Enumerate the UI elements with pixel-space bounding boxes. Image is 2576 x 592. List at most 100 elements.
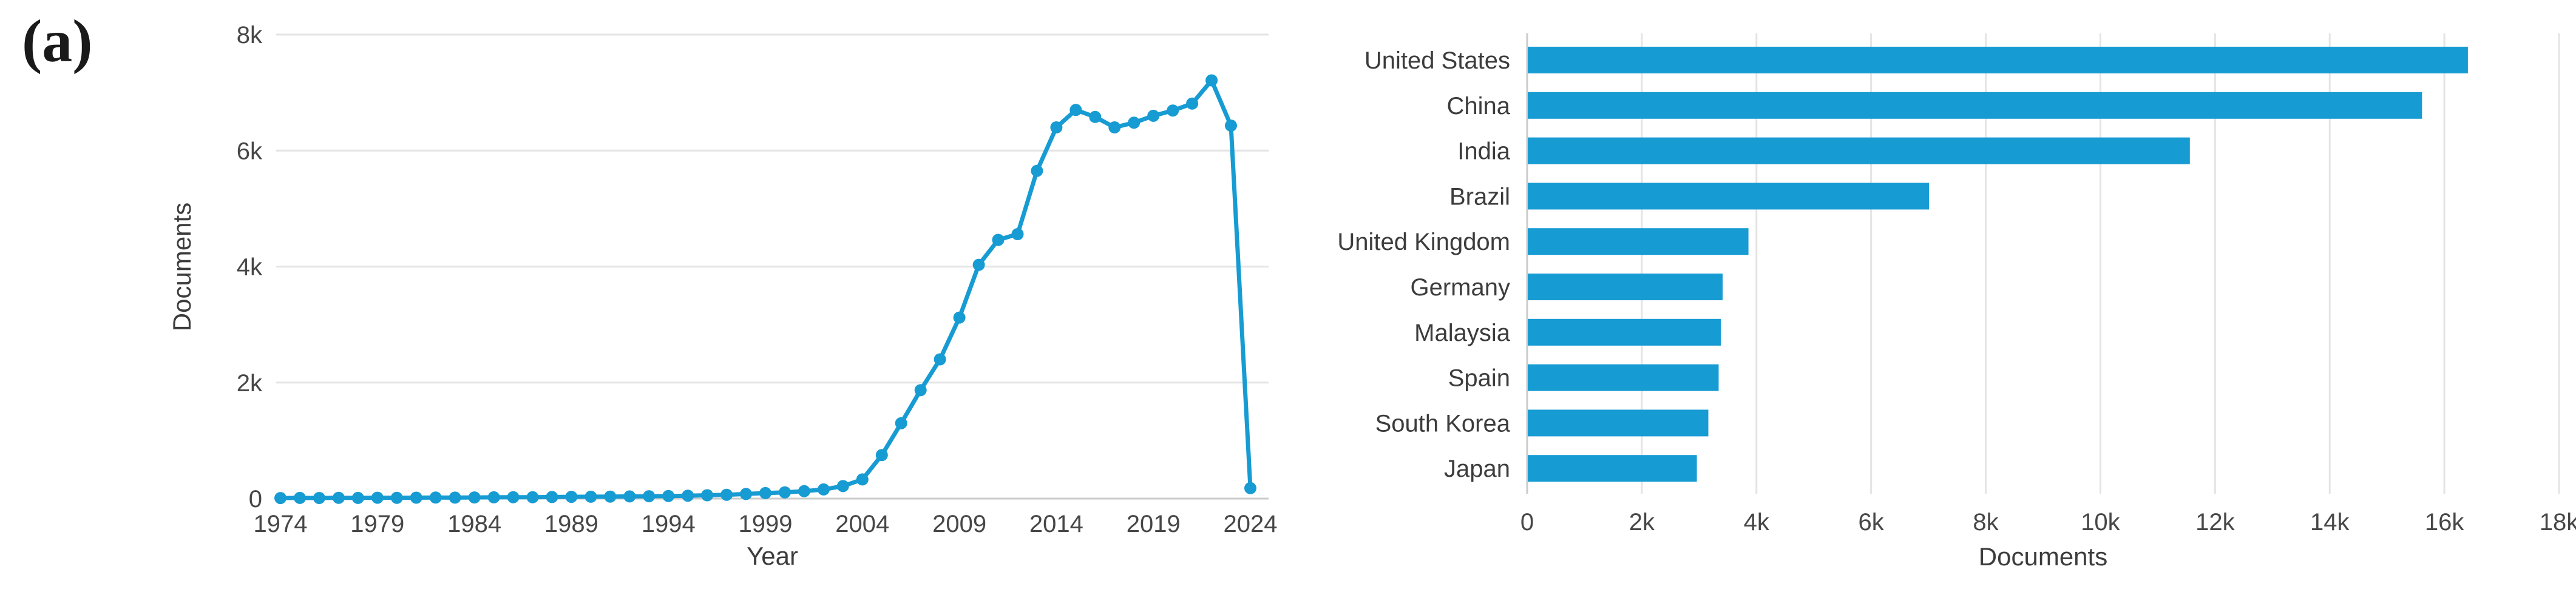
bar-germany (1528, 274, 1723, 300)
bar-china (1528, 92, 2422, 119)
line-data-point (701, 489, 714, 502)
bar-category-label: Germany (1411, 274, 1511, 301)
x-axis-title: Year (747, 542, 798, 570)
line-data-point (371, 491, 384, 504)
bar-united-kingdom (1528, 228, 1749, 255)
x-tick-label: 2014 (1029, 511, 1083, 537)
line-data-point (429, 491, 442, 504)
bar-category-label: China (1446, 93, 1510, 119)
y-tick-label: 0 (249, 486, 262, 513)
line-data-point (682, 489, 694, 502)
line-data-point (992, 234, 1005, 246)
x-tick-label: 2024 (1224, 511, 1278, 537)
line-data-point (914, 384, 927, 397)
bar-japan (1528, 455, 1697, 482)
line-data-point (1225, 119, 1237, 132)
x-tick-label: 1979 (350, 511, 404, 537)
line-data-point (604, 490, 617, 503)
line-data-point (856, 473, 869, 486)
bar-united-states (1528, 47, 2468, 73)
line-data-point (1069, 104, 1082, 116)
line-data-point (836, 480, 849, 493)
bar-x-tick-label: 2k (1629, 509, 1655, 536)
y-axis-title: Documents (168, 203, 196, 331)
bar-category-label: Spain (1448, 365, 1510, 392)
x-tick-label: 1999 (739, 511, 793, 537)
line-data-point (895, 417, 907, 429)
line-data-point (720, 488, 733, 501)
line-data-point (507, 491, 520, 503)
bar-india (1528, 137, 2190, 164)
line-data-point (759, 486, 771, 499)
bar-x-tick-label: 4k (1744, 509, 1770, 536)
line-data-point (1050, 121, 1063, 133)
y-tick-label: 4k (237, 254, 263, 281)
line-data-point (1108, 121, 1121, 133)
bar-south-korea (1528, 409, 1709, 437)
line-data-point (623, 490, 636, 503)
line-data-point (1205, 74, 1218, 87)
x-tick-label: 1974 (254, 511, 308, 537)
line-data-point (1011, 228, 1024, 240)
line-data-point (351, 491, 364, 504)
x-tick-label: 2019 (1127, 511, 1181, 537)
line-data-point (487, 491, 500, 503)
line-data-point (1244, 482, 1256, 494)
x-tick-label: 2004 (835, 511, 889, 537)
line-data-point (1147, 109, 1160, 122)
bar-malaysia (1528, 318, 1721, 346)
x-tick-label: 2009 (932, 511, 986, 537)
line-data-point (585, 490, 597, 503)
line-data-point (779, 486, 791, 499)
line-data-point (875, 449, 888, 462)
line-data-point (1031, 164, 1043, 177)
bar-category-label: United Kingdom (1337, 229, 1510, 255)
line-data-point (1186, 97, 1199, 110)
bar-x-tick-label: 8k (1973, 509, 1999, 536)
bar-spain (1528, 364, 1719, 391)
line-data-point (798, 485, 810, 497)
line-data-point (449, 491, 461, 504)
bar-x-tick-label: 16k (2425, 509, 2464, 536)
line-series-path (278, 78, 1253, 500)
line-data-point (1167, 104, 1179, 117)
line-data-point (410, 491, 422, 504)
line-data-point (662, 489, 675, 502)
x-tick-label: 1984 (447, 511, 501, 537)
x-tick-label: 1989 (544, 511, 598, 537)
line-data-point (526, 491, 539, 503)
bar-chart: 0 2k 4k 6k 8k 10k 12k 14k 16k 18k United States Chi… (1337, 33, 2576, 571)
line-data-point (468, 491, 481, 504)
bar-category-label: Japan (1444, 456, 1510, 482)
line-data-point (332, 491, 345, 504)
line-data-point (565, 491, 578, 503)
line-data-point (934, 353, 946, 366)
line-data-point (1128, 116, 1141, 129)
bar-x-tick-label: 18k (2540, 509, 2576, 536)
line-data-point (643, 490, 656, 503)
line-chart: 0 2k 4k 6k 8k 1974 1979 1984 1989 1994 1999 2004 200… (168, 22, 1277, 570)
line-data-point (817, 483, 830, 496)
line-data-point (294, 491, 306, 504)
bar-x-tick-label: 6k (1859, 509, 1885, 536)
line-data-point (1089, 110, 1102, 123)
bar-x-tick-label: 12k (2195, 509, 2235, 536)
line-data-point (313, 492, 325, 504)
bar-x-tick-label: 0 (1520, 509, 1534, 536)
line-data-point (953, 311, 966, 324)
bar-x-axis-title: Documents (1979, 542, 2107, 571)
line-data-point (740, 488, 752, 500)
y-tick-label: 2k (237, 370, 263, 397)
x-tick-label: 1994 (642, 511, 696, 537)
bar-category-label: Brazil (1449, 183, 1510, 210)
y-tick-label: 6k (237, 138, 263, 164)
bar-category-label: United States (1364, 47, 1510, 74)
bar-category-label: India (1457, 138, 1510, 165)
line-data-point (274, 492, 286, 505)
bar-category-label: Malaysia (1414, 320, 1511, 346)
y-tick-label: 8k (237, 22, 263, 49)
line-data-point (972, 258, 985, 271)
bar-x-tick-label: 10k (2081, 509, 2120, 536)
